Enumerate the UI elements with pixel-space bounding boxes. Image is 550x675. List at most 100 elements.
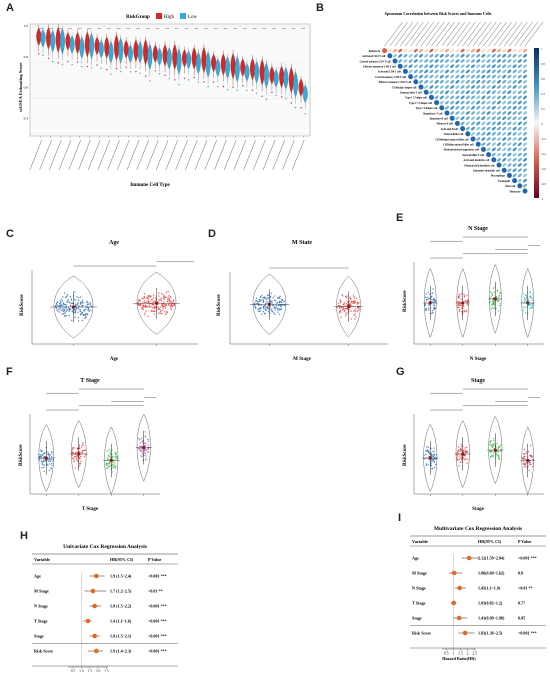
correlation-cell [460,126,466,132]
correlation-cell [455,106,460,110]
data-point [489,442,491,444]
data-point [467,304,469,306]
violin-outline [489,263,502,335]
correlation-cell [429,48,434,53]
hr-point [456,615,462,621]
correlation-cell [491,95,496,100]
correlation-cell [429,80,434,84]
data-point [458,308,461,311]
correlation-cell [501,167,507,173]
data-point [62,305,64,307]
correlation-cell [481,69,486,74]
correlation-cell [491,48,496,53]
column-label [462,21,481,47]
correlation-cell [517,111,522,115]
data-point [524,311,527,314]
data-point [279,300,281,303]
data-point [523,456,525,458]
data-point [75,457,78,460]
data-point [77,307,79,309]
data-point [151,310,154,312]
correlation-cell [465,69,470,74]
low-outlier [100,67,102,69]
data-point [65,308,67,310]
data-point [528,299,530,302]
data-point [139,438,141,441]
data-point [279,295,281,297]
data-point [273,299,276,301]
low-outlier [226,88,229,91]
x-tick-label [175,139,188,171]
correlation-cell [481,59,486,63]
x-tick-label [223,139,237,171]
row-variable: N Stage [412,586,426,591]
data-point [277,311,279,313]
correlation-cell [476,111,481,115]
correlation-cell [523,147,527,152]
data-point [87,308,90,310]
data-point [354,301,356,304]
data-point [167,296,169,298]
correlation-cell [491,121,496,126]
data-point [458,465,460,467]
data-point [496,443,498,445]
correlation-cell [497,74,501,79]
row-p: 0.05 [518,616,525,621]
data-point [170,306,172,309]
correlation-cell [471,48,475,53]
significance-label: *** [68,28,73,31]
correlation-cell [507,74,512,79]
correlation-cell [502,126,507,131]
high-outlier [144,75,147,77]
data-point [491,300,494,302]
correlation-cell [419,54,423,58]
panel-letter-f: F [6,366,13,378]
data-point [166,310,168,313]
correlation-cell [517,116,522,120]
data-point [497,451,500,453]
data-point [457,459,459,462]
hr-point [92,603,97,609]
data-point [497,296,500,299]
data-point [340,316,342,319]
data-point [456,451,459,454]
correlation-cell [481,137,486,141]
data-point [108,449,110,451]
data-point [425,300,428,302]
data-point [74,316,76,319]
correlation-cell [523,132,527,136]
mean-point [71,305,76,309]
correlation-cell [507,90,512,94]
data-point [424,305,426,307]
high-outlier [76,61,79,63]
data-point [43,452,45,455]
correlation-cell [497,106,501,110]
data-point [258,300,261,303]
data-point [265,309,267,311]
data-point [145,458,147,460]
data-point [460,447,462,450]
correlation-cell [502,132,507,136]
row-variable: Stage [34,634,44,639]
data-point [352,310,355,312]
data-point [276,297,279,299]
data-point [150,306,152,308]
correlation-cell [476,90,481,94]
data-point [147,294,150,297]
data-point [262,311,265,313]
data-point [149,295,151,297]
data-point [274,295,276,297]
data-point [433,455,435,457]
data-point [51,462,53,465]
data-point [430,459,433,461]
low-outlier [61,63,64,66]
data-point [71,448,74,450]
data-point [521,301,523,303]
data-point [531,465,534,468]
correlation-cell [408,48,413,53]
correlation-cell [512,173,517,178]
x-tick-label: 0.5 [71,670,76,673]
heatmap-title: Spearman Correlation between Risk Scores… [385,11,492,16]
correlation-cell [450,111,455,115]
correlation-cell [491,152,496,157]
